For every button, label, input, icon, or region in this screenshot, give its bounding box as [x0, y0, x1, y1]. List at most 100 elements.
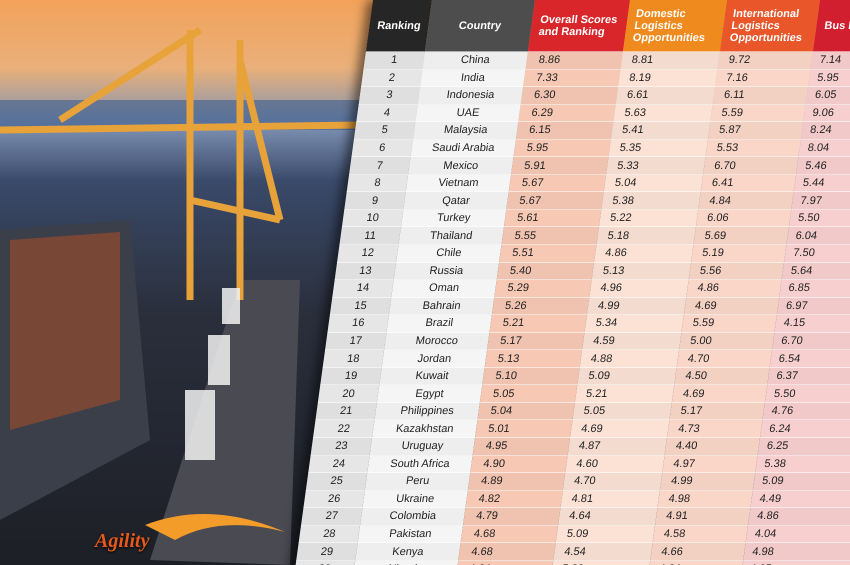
cell: 6.24: [759, 420, 850, 439]
cell: 4.69: [569, 420, 670, 439]
table-row: 29 Kenya 4.68 4.54 4.66 4.98: [296, 543, 850, 561]
table-row: 8 Vietnam 5.67 5.04 6.41 5.44: [346, 174, 850, 193]
cell: 6.25: [757, 438, 850, 456]
cell: Chile: [396, 245, 502, 263]
cell: 8: [346, 174, 409, 193]
column-header: Overall Scores and Ranking: [527, 0, 630, 52]
cell: 4.97: [662, 455, 758, 474]
cell: 4.64: [557, 508, 658, 526]
cell: 21: [315, 402, 377, 421]
cell: Indonesia: [417, 87, 524, 105]
cell: 7: [349, 157, 411, 175]
cell: 4.04: [745, 525, 850, 544]
cell: 6.11: [712, 87, 809, 105]
cell: Russia: [393, 262, 500, 281]
cell: 5.26: [491, 297, 590, 316]
cell: 9.06: [803, 104, 850, 123]
cell: 5.59: [681, 315, 777, 333]
cell: 5.10: [482, 367, 580, 386]
table-row: 3 Indonesia 6.30 6.61 6.11 6.05: [358, 87, 850, 105]
cell: 5.05: [479, 385, 578, 403]
cell: 6.70: [703, 157, 799, 175]
table-row: 2 India 7.33 8.19 7.16 5.95: [361, 69, 850, 88]
cell: 4.70: [562, 473, 663, 491]
cell: 5.21: [574, 385, 675, 403]
cell: 5.18: [596, 227, 696, 246]
cell: 5.50: [764, 385, 850, 403]
table-row: 17 Morocco 5.17 4.59 5.00 6.70: [325, 332, 850, 351]
cell: 28: [298, 525, 360, 544]
cell: 5.69: [693, 227, 789, 246]
cell: 5.95: [513, 139, 611, 158]
cell: Saudi Arabia: [410, 139, 516, 158]
cell: 7.50: [784, 245, 850, 263]
cell: 4.90: [470, 455, 568, 474]
cell: 6.54: [769, 350, 850, 368]
cell: 5.46: [796, 157, 850, 175]
table-row: 28 Pakistan 4.68 5.09 4.58 4.04: [298, 525, 850, 544]
cell: 5.67: [506, 192, 604, 210]
column-header: Domestic Logistics Opportunities: [622, 0, 727, 52]
table-row: 20 Egypt 5.05 5.21 4.69 5.50: [317, 385, 850, 403]
table-row: 7 Mexico 5.91 5.33 6.70 5.46: [349, 157, 850, 175]
table-row: 9 Qatar 5.67 5.38 4.84 7.97: [344, 192, 850, 210]
cell: 5.50: [788, 209, 850, 228]
cell: 5.38: [755, 455, 850, 474]
port-photo: [0, 27, 400, 565]
cell: 4.64: [455, 560, 554, 565]
cell: 5.34: [584, 315, 684, 333]
table-row: 21 Philippines 5.04 5.05 5.17 4.76: [315, 402, 850, 421]
cell: 4.66: [650, 543, 746, 561]
cell: 5.59: [710, 104, 806, 123]
cell: 16: [327, 315, 389, 333]
cell: 4.24: [647, 560, 744, 565]
cell: 6.61: [615, 87, 716, 105]
cell: 4.59: [582, 332, 682, 351]
cell: India: [420, 69, 526, 88]
cell: 4.99: [586, 297, 687, 316]
cell: 4.54: [553, 543, 653, 561]
cell: 5.09: [577, 367, 677, 386]
cell: Nigeria: [352, 560, 459, 565]
cell: 4: [356, 104, 418, 123]
cell: 5.04: [603, 174, 704, 193]
cell: 6.37: [767, 367, 850, 386]
cell: 4.87: [567, 438, 667, 456]
cell: 30: [293, 560, 356, 565]
cell: 4.60: [565, 455, 665, 474]
cell: 5.44: [793, 174, 850, 193]
cell: Mexico: [408, 157, 514, 175]
cell: 6.15: [515, 122, 614, 140]
cell: 4.73: [666, 420, 763, 439]
table-row: 25 Peru 4.89 4.70 4.99 5.09: [305, 473, 850, 491]
cell: 5.55: [501, 227, 599, 246]
cell: Turkey: [400, 209, 507, 228]
cell: 5.13: [484, 350, 583, 368]
table-row: 4 UAE 6.29 5.63 5.59 9.06: [356, 104, 850, 123]
cell: 5.00: [679, 332, 775, 351]
cell: 5.53: [705, 139, 801, 158]
cell: 5.51: [499, 245, 597, 263]
cell: 4.91: [654, 508, 751, 526]
cell: Jordan: [381, 350, 488, 368]
cell: Philippines: [374, 402, 480, 421]
table-row: 22 Kazakhstan 5.01 4.69 4.73 6.24: [312, 420, 850, 439]
cell: 5.40: [496, 262, 595, 281]
cell: 4.15: [774, 315, 850, 333]
cell: 5.67: [508, 174, 607, 193]
cell: 10: [341, 209, 404, 228]
cell: 8.24: [800, 122, 850, 140]
cell: 5.13: [591, 262, 692, 281]
cell: 1: [363, 52, 425, 70]
cell: 4.84: [698, 192, 794, 210]
cell: 12: [337, 245, 399, 263]
cell: 5.09: [752, 473, 850, 491]
cell: 6.41: [700, 174, 797, 193]
cell: Bahrain: [388, 297, 495, 316]
cell: Oman: [391, 280, 497, 298]
cell: 4.58: [652, 525, 748, 544]
cell: 22: [312, 420, 375, 439]
cell: 5.21: [489, 315, 587, 333]
cell: 4.98: [743, 543, 850, 561]
